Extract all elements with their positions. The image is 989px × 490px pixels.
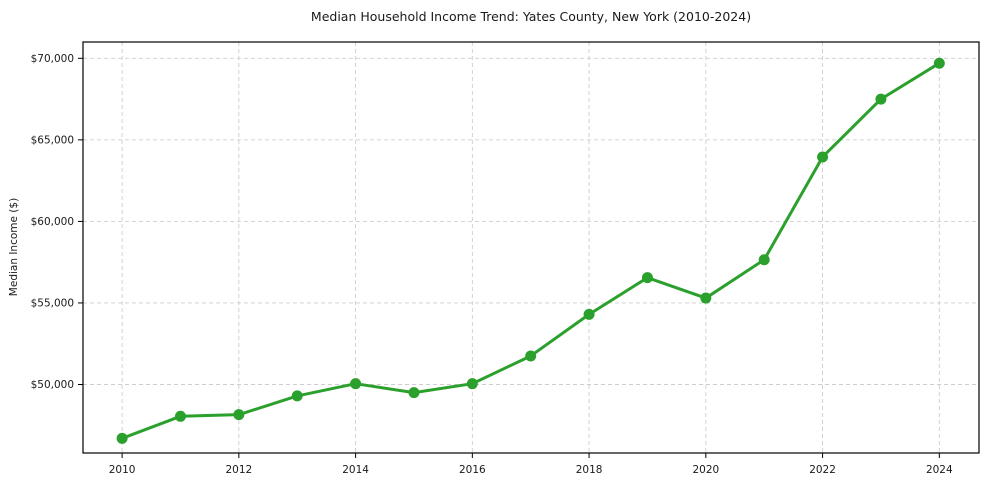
data-line (120, 61, 941, 440)
x-tick-label: 2016 (459, 464, 486, 476)
data-point (758, 254, 770, 266)
data-point (174, 410, 186, 422)
data-point (933, 57, 945, 69)
data-point (116, 432, 128, 444)
data-point (583, 308, 595, 320)
y-tick-label: $65,000 (31, 134, 74, 146)
y-tick-label: $55,000 (31, 297, 74, 309)
data-point (408, 387, 420, 399)
data-point (641, 272, 653, 284)
data-point (291, 390, 303, 402)
x-tick-label: 2020 (692, 464, 719, 476)
x-tick-label: 2012 (225, 464, 252, 476)
data-point (525, 350, 537, 362)
x-tick-label: 2018 (576, 464, 603, 476)
data-point (350, 378, 362, 390)
x-tick-label: 2014 (342, 464, 369, 476)
y-tick-label: $60,000 (31, 216, 74, 228)
data-point (875, 93, 887, 105)
data-point (466, 378, 478, 390)
x-tick-label: 2024 (926, 464, 953, 476)
data-point (700, 292, 712, 304)
y-tick-label: $70,000 (31, 53, 74, 65)
chart-title: Median Household Income Trend: Yates Cou… (310, 9, 752, 24)
data-point (817, 151, 829, 163)
y-tick-label: $50,000 (31, 379, 74, 391)
data-point (233, 409, 245, 421)
x-tick-label: 2010 (109, 464, 136, 476)
x-tick-label: 2022 (809, 464, 836, 476)
plot-border (82, 41, 980, 454)
